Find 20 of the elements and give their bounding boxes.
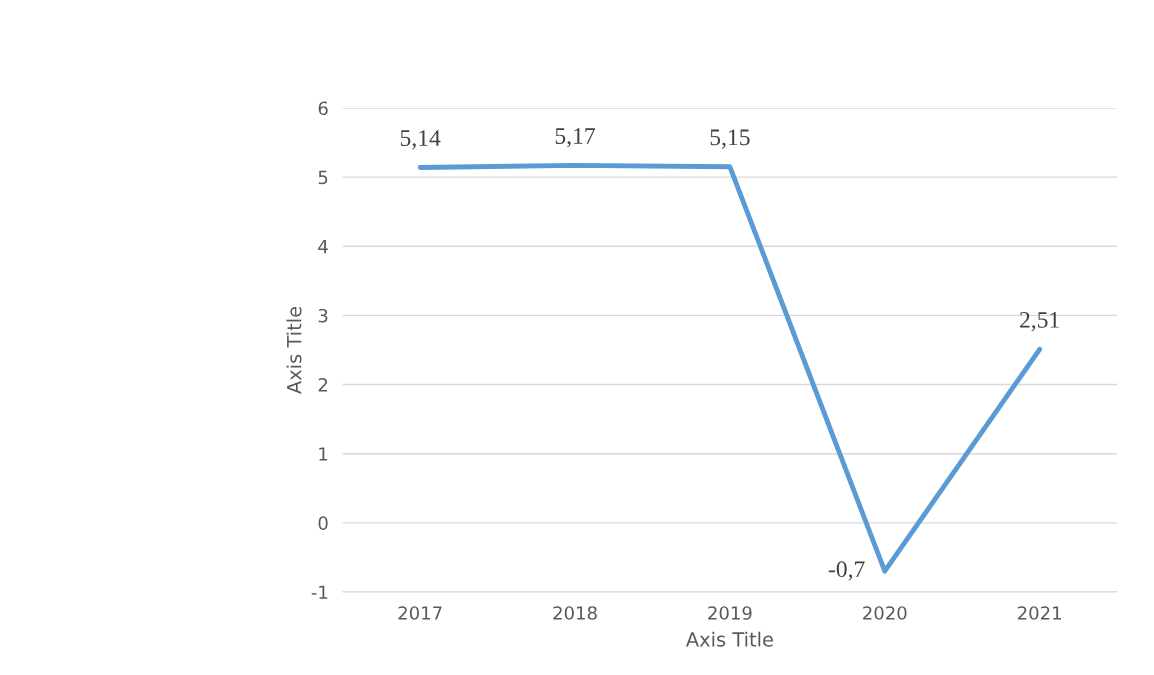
data-label: 5,15 bbox=[710, 129, 750, 149]
data-label: 5,14 bbox=[400, 130, 441, 150]
y-tick-label: 4 bbox=[318, 239, 328, 254]
y-tick-label: 1 bbox=[319, 447, 328, 461]
y-tick-label: 3 bbox=[318, 308, 328, 323]
x-tick-label: 2017 bbox=[398, 606, 442, 620]
data-label: 5,17 bbox=[555, 128, 596, 148]
data-label: -0,7 bbox=[828, 561, 865, 581]
y-tick-label: -1 bbox=[311, 585, 328, 599]
data-label: 2,51 bbox=[1020, 311, 1059, 332]
y-axis-title: Axis Title bbox=[286, 306, 302, 394]
y-tick-label: 2 bbox=[318, 378, 328, 392]
y-tick-label: 0 bbox=[318, 516, 328, 530]
x-tick-label: 2018 bbox=[553, 606, 597, 620]
x-tick-label: 2020 bbox=[863, 606, 907, 620]
x-tick-label: 2021 bbox=[1017, 606, 1061, 620]
x-tick-label: 2019 bbox=[708, 606, 752, 620]
y-tick-label: 5 bbox=[318, 170, 328, 185]
x-axis-title: Axis Title bbox=[685, 631, 773, 647]
y-tick-label: 6 bbox=[318, 101, 328, 116]
